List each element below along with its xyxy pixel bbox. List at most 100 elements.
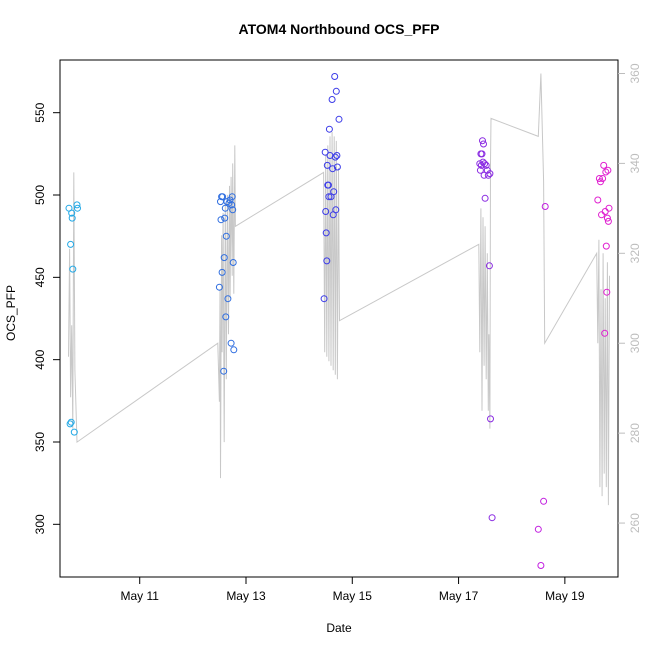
data-point [331,73,339,80]
data-point [325,125,333,133]
data-point [68,214,76,222]
data-point [604,217,612,225]
data-point [221,214,229,222]
data-point [67,240,75,248]
x-tick-label: May 13 [226,589,266,603]
data-point [328,96,336,103]
x-axis: May 11 May 13 May 15 May 17 May 19 [120,577,585,603]
data-point [70,428,78,436]
y2-tick-label: 280 [628,423,642,443]
plot-frame [59,59,619,578]
data-point [67,418,75,426]
y-tick-label: 350 [33,432,47,452]
y-tick-label: 400 [33,349,47,369]
y-tick-label: 500 [33,185,47,205]
data-point [332,206,340,214]
y2-tick-label: 360 [628,63,642,83]
series-line-layer [68,73,610,506]
data-point [69,265,77,273]
data-point [479,137,486,145]
data-point [485,262,493,270]
y2-tick-label: 320 [628,243,642,263]
data-point [478,150,486,158]
chart-title: ATOM4 Northbound OCS_PFP [239,21,440,37]
data-point [322,229,330,237]
data-point [215,283,223,291]
y2-tick-label: 340 [628,153,642,173]
data-point [229,259,237,266]
data-point [331,153,339,161]
data-point [224,295,232,303]
data-point [484,171,492,179]
data-point [603,214,611,222]
data-point [227,339,235,347]
data-point [222,313,230,321]
data-point [220,367,228,375]
data-point [540,497,548,505]
data-point [324,181,332,189]
y-tick-label: 550 [33,102,47,122]
data-point [333,163,341,171]
data-point [219,193,227,201]
data-point [325,193,333,201]
data-point [220,254,228,262]
data-point [74,204,81,212]
data-point [602,242,610,250]
data-point [323,161,331,169]
data-point [221,204,229,212]
data-point [481,194,489,202]
data-point [230,346,238,354]
data-point [476,166,484,174]
x-tick-label: May 15 [333,589,373,603]
x-tick-label: May 19 [545,589,585,603]
data-point [228,193,236,201]
data-point [600,161,608,169]
data-point [534,525,542,533]
data-point [605,204,613,212]
data-point [333,152,341,159]
y2-tick-label: 300 [628,333,642,353]
data-point [537,562,545,569]
data-point [488,514,496,522]
series-line [68,73,610,506]
data-point [487,415,494,423]
data-point [481,160,489,168]
data-point [217,216,225,224]
data-point [541,203,549,210]
y2-tick-label: 260 [628,513,642,533]
x-tick-label: May 11 [120,589,159,603]
y-axis-label: OCS_PFP [4,285,18,341]
data-point [320,295,328,303]
data-point [321,148,329,156]
data-point [601,329,609,337]
data-point [222,232,230,240]
data-point [229,206,237,214]
data-point [602,168,610,176]
data-point [482,161,490,169]
y-tick-label: 450 [33,267,47,287]
data-point [486,170,494,178]
y-axis: 300 350 400 450 500 550 [33,102,60,534]
data-point [329,165,337,173]
data-point [594,196,602,204]
data-point [595,175,603,182]
data-point [604,166,612,174]
x-axis-label: Date [326,621,352,635]
data-point [218,268,226,276]
points-layer [65,73,613,569]
data-point [323,257,331,265]
data-point [322,208,330,215]
data-point [73,201,81,209]
data-point [603,288,611,296]
data-point [599,175,607,182]
y-tick-label: 300 [33,514,47,534]
data-point [68,209,76,217]
data-point [332,87,340,95]
y2-axis: 260 280 300 320 340 360 [618,63,642,533]
data-point [335,115,343,123]
x-tick-label: May 17 [439,589,479,603]
data-point [228,201,236,209]
data-point [330,188,338,196]
data-point [480,140,487,148]
